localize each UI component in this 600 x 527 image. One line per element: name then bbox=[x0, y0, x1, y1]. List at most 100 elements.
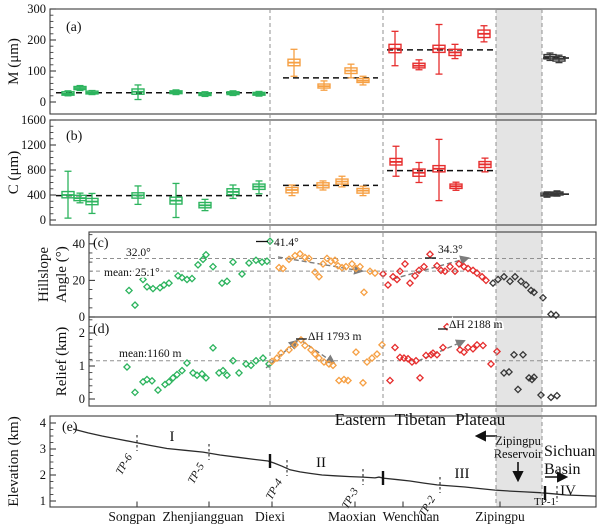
y-tick-label: 0 bbox=[40, 213, 46, 227]
scatter-point bbox=[438, 343, 448, 352]
boxplot-box bbox=[412, 161, 426, 184]
scatter-point bbox=[142, 282, 152, 291]
scatter-point bbox=[193, 260, 203, 269]
scatter-point bbox=[222, 371, 232, 380]
scatter-point bbox=[486, 360, 496, 369]
reference-line-label: mean:1160 m bbox=[119, 348, 182, 360]
scatter-point bbox=[428, 349, 438, 358]
boxplot-box bbox=[287, 48, 301, 77]
boxplot-box bbox=[169, 182, 183, 219]
scatter-point bbox=[459, 262, 469, 271]
scatter-point bbox=[284, 255, 294, 264]
y-tick-label: 20 bbox=[73, 274, 86, 288]
scatter-point bbox=[419, 262, 429, 271]
scatter-point bbox=[295, 249, 305, 258]
y-tick-label: 4 bbox=[40, 416, 47, 430]
scatter-point bbox=[182, 359, 192, 368]
boxplot-box bbox=[432, 23, 446, 75]
scatter-point bbox=[173, 271, 183, 280]
scatter-point bbox=[319, 358, 329, 367]
scatter-point bbox=[355, 262, 365, 271]
elevation-profile-line bbox=[72, 428, 597, 497]
scatter-point bbox=[472, 340, 482, 349]
scatter-point bbox=[505, 277, 515, 286]
sample-label: TP-4 bbox=[264, 477, 286, 502]
y-axis-title: Hillslope bbox=[36, 247, 52, 302]
boxplot-box bbox=[389, 145, 403, 177]
boxplot-box bbox=[432, 138, 446, 202]
scatter-point bbox=[251, 356, 261, 365]
scatter-point bbox=[463, 343, 473, 352]
y-tick-label: 100 bbox=[27, 64, 46, 78]
scatter-point bbox=[410, 271, 420, 280]
scatter-point bbox=[445, 262, 455, 271]
scatter-point bbox=[538, 293, 548, 302]
y-tick-label: 2 bbox=[79, 326, 85, 340]
scatter-point bbox=[450, 267, 460, 276]
scatter-point bbox=[440, 267, 450, 276]
town-label: Maoxian bbox=[328, 509, 376, 524]
boxplot-box bbox=[73, 84, 87, 92]
scatter-point bbox=[527, 375, 537, 384]
scatter-point bbox=[499, 272, 509, 281]
reference-line-label: 32.0° bbox=[126, 247, 151, 259]
scatter-point bbox=[142, 375, 152, 384]
scatter-point bbox=[314, 354, 324, 363]
panel-border bbox=[49, 415, 597, 508]
scatter-point bbox=[241, 360, 251, 369]
scatter-point bbox=[518, 350, 528, 359]
scatter-point bbox=[214, 368, 224, 377]
scatter-point bbox=[481, 276, 491, 285]
scatter-point bbox=[385, 376, 395, 385]
scatter-point bbox=[552, 391, 562, 400]
scatter-point bbox=[463, 264, 473, 273]
scatter-point bbox=[477, 272, 487, 281]
scatter-point bbox=[432, 261, 442, 270]
panel-border bbox=[88, 316, 597, 407]
scatter-point bbox=[278, 264, 288, 273]
scatter-point bbox=[546, 393, 556, 402]
scatter-point bbox=[177, 366, 187, 375]
basin-label: Sichuan bbox=[544, 443, 596, 460]
scatter-point bbox=[432, 350, 442, 359]
scatter-point bbox=[197, 369, 207, 378]
boxplot-box bbox=[131, 185, 145, 206]
boxplot-box bbox=[550, 190, 564, 197]
y-tick-label: 1200 bbox=[21, 138, 46, 152]
y-tick-label: 3 bbox=[40, 442, 46, 456]
boxplot-box bbox=[449, 181, 463, 191]
scatter-point bbox=[201, 250, 211, 259]
scatter-point bbox=[468, 344, 478, 353]
scatter-point bbox=[388, 272, 398, 281]
scatter-point bbox=[425, 250, 435, 259]
scatter-point bbox=[124, 286, 134, 295]
scatter-point bbox=[337, 263, 347, 272]
scatter-point bbox=[322, 254, 332, 263]
scatter-point bbox=[234, 368, 244, 377]
scatter-point bbox=[328, 361, 338, 370]
region-numeral: III bbox=[455, 466, 470, 482]
panel-letter: (a) bbox=[66, 20, 82, 35]
scatter-point bbox=[426, 350, 436, 359]
reservoir-label: Zipingpu bbox=[495, 434, 542, 448]
scatter-point bbox=[405, 279, 415, 288]
panel-a: 0 100 200 300 M (μm) (a) bbox=[6, 2, 597, 115]
scatter-point bbox=[529, 288, 539, 297]
scatter-point bbox=[304, 254, 314, 263]
panel-b: 0 400 800 1200 1600 C (μm) (b) bbox=[6, 113, 597, 227]
scatter-point bbox=[300, 341, 310, 350]
scatter-point bbox=[377, 340, 387, 349]
panel-letter: (b) bbox=[66, 129, 83, 144]
boxplot-box bbox=[226, 184, 240, 200]
scatter-point bbox=[509, 350, 519, 359]
scatter-point bbox=[246, 361, 256, 370]
scatter-point bbox=[314, 272, 324, 281]
scatter-point bbox=[395, 267, 405, 276]
scatter-point bbox=[122, 362, 132, 372]
y-tick-label: 0 bbox=[79, 392, 85, 406]
boxplot-box bbox=[477, 25, 491, 43]
region-numeral: I bbox=[170, 429, 175, 445]
boxplot-box bbox=[73, 192, 87, 204]
